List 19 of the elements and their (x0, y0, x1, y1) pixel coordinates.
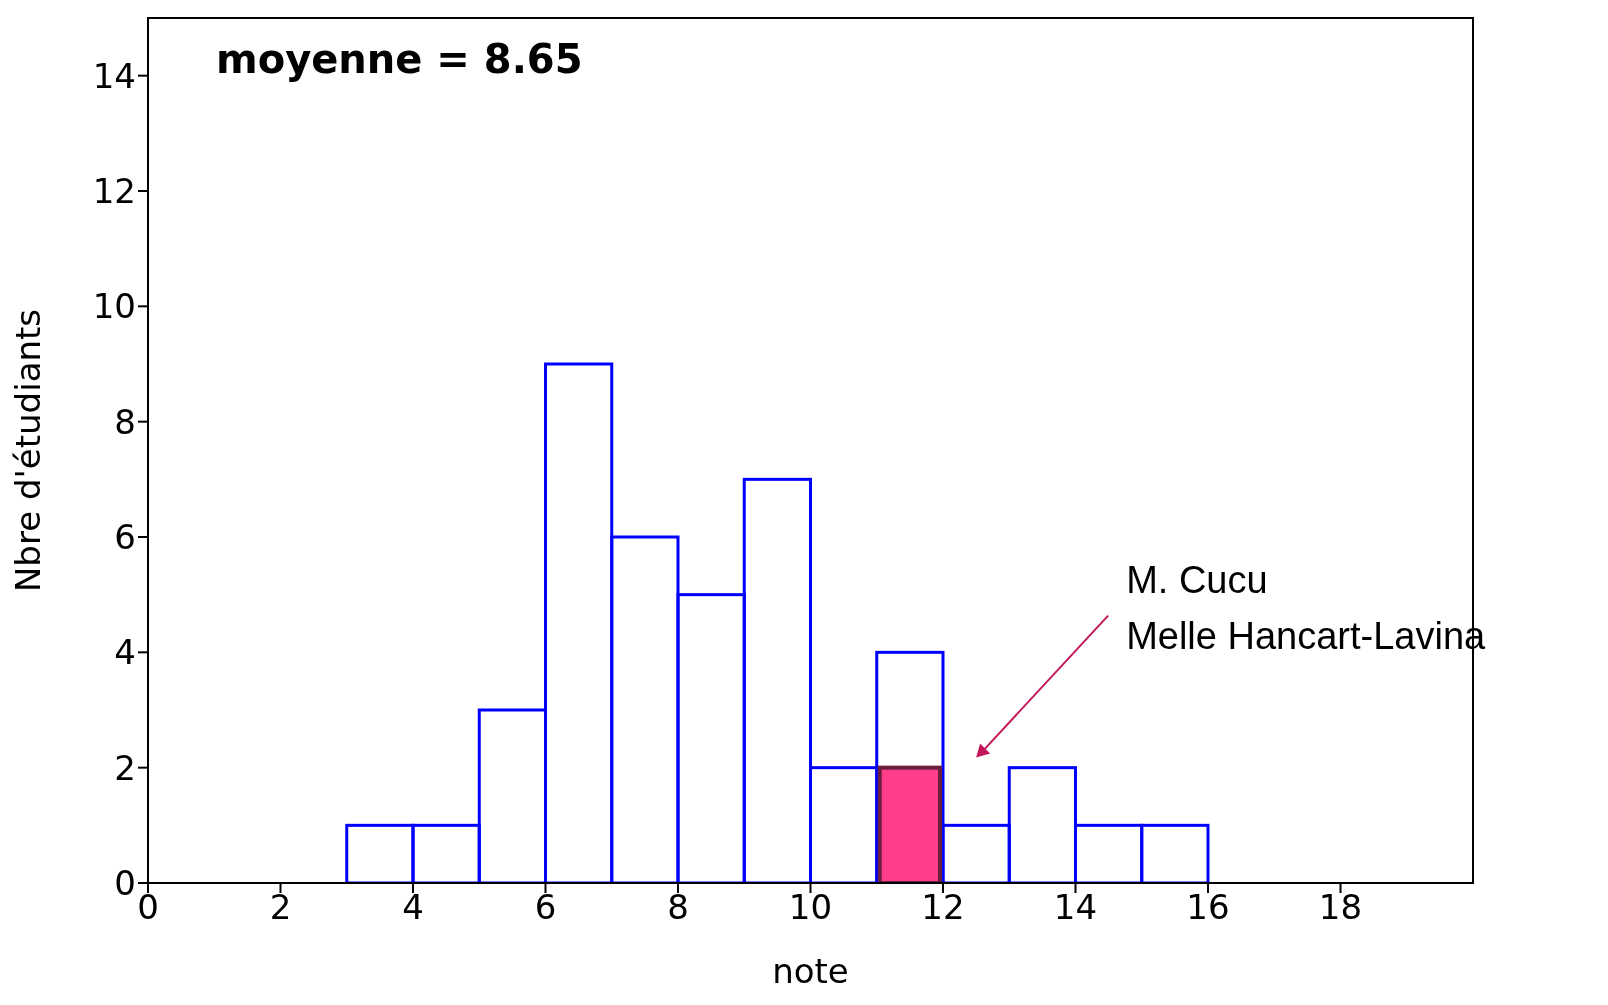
x-tick-label: 10 (788, 887, 833, 928)
x-tick-label: 8 (667, 887, 689, 928)
y-tick-label: 10 (92, 286, 136, 327)
x-tick-label: 16 (1186, 887, 1230, 928)
y-tick-label: 8 (114, 401, 136, 442)
x-tick-label: 18 (1318, 887, 1363, 928)
x-tick-label: 12 (921, 887, 965, 928)
y-tick-label: 14 (92, 55, 136, 96)
y-tick-label: 12 (92, 171, 136, 212)
y-tick-label: 2 (114, 747, 136, 788)
annotation: moyenne = 8.65 (216, 36, 583, 82)
x-tick-label: 4 (402, 887, 424, 928)
x-axis-title: note (772, 951, 849, 991)
y-axis-title: Nbre d'étudiants (8, 308, 49, 593)
x-tick-label: 6 (534, 887, 557, 928)
x-tick-label: 14 (1053, 887, 1098, 928)
y-tick-label: 6 (114, 517, 136, 558)
x-tick-label: 2 (269, 887, 292, 928)
y-tick-label: 4 (114, 632, 136, 673)
